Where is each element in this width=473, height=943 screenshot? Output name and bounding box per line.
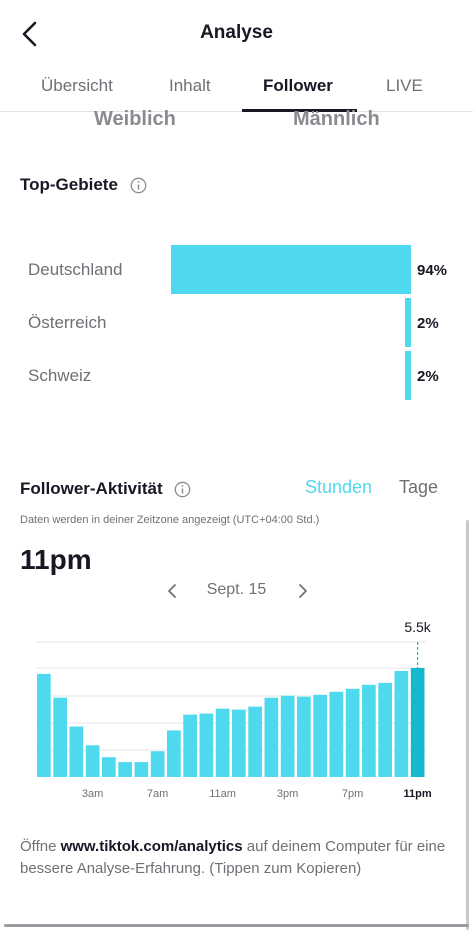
top-regions-title: Top-Gebiete xyxy=(20,175,118,194)
analytics-hint[interactable]: Öffne www.tiktok.com/analytics auf deine… xyxy=(20,836,450,880)
gender-female-label: Weiblich xyxy=(94,108,176,130)
info-icon[interactable] xyxy=(174,481,191,498)
toggle-days[interactable]: Tage xyxy=(399,477,439,497)
selected-time: 11pm xyxy=(20,544,92,575)
date-label: Sept. 15 xyxy=(206,581,267,598)
chevron-right-icon xyxy=(299,584,307,598)
timezone-note: Daten werden in deiner Zeitzone angezeig… xyxy=(20,514,320,526)
chevron-left-icon xyxy=(168,584,176,598)
page-title: Analyse xyxy=(200,22,273,43)
active-tab-indicator xyxy=(242,109,357,112)
x-tick-3am: 3am xyxy=(82,788,103,800)
activity-bar-1pm[interactable] xyxy=(248,706,262,777)
analytics-hint-suffix: auf deinem Computer für eine bessere Ana… xyxy=(20,838,446,877)
tab-overview[interactable]: Übersicht xyxy=(41,76,113,95)
chevron-left-icon xyxy=(22,21,37,47)
x-tick-11pm: 11pm xyxy=(404,788,432,800)
follower-activity-title: Follower-Aktivität xyxy=(20,479,163,498)
activity-bar-8pm[interactable] xyxy=(362,684,376,777)
activity-bar-7pm[interactable] xyxy=(345,688,360,777)
activity-bar-3pm[interactable] xyxy=(280,695,295,777)
activity-bar-6pm[interactable] xyxy=(329,691,344,777)
tab-content[interactable]: Inhalt xyxy=(169,76,211,95)
activity-bar-4pm[interactable] xyxy=(297,696,311,777)
analytics-hint-prefix: Öffne xyxy=(20,838,61,855)
activity-bar-1am[interactable] xyxy=(53,697,67,777)
region-pct-schweiz: 2% xyxy=(417,368,439,385)
region-bar-schweiz xyxy=(405,351,411,400)
activity-bar-2am[interactable] xyxy=(69,726,84,778)
tab-bar: Übersicht Inhalt Follower LIVE xyxy=(0,64,473,112)
follower-activity-chart: 5.5k 3am 7am 11am 3pm 7pm 11pm xyxy=(36,619,432,800)
info-icon[interactable] xyxy=(130,177,147,194)
tab-live[interactable]: LIVE xyxy=(386,76,423,95)
activity-bar-7am[interactable] xyxy=(150,751,165,777)
activity-bar-3am[interactable] xyxy=(85,745,100,777)
region-pct-deutschland: 94% xyxy=(417,262,448,279)
region-name-schweiz: Schweiz xyxy=(28,366,92,385)
activity-bar-10pm[interactable] xyxy=(394,671,409,777)
analytics-link[interactable]: www.tiktok.com/analytics xyxy=(60,838,243,855)
region-name-oesterreich: Österreich xyxy=(28,313,107,332)
activity-bar-5am[interactable] xyxy=(118,762,132,777)
x-tick-11am: 11am xyxy=(209,788,236,800)
region-pct-oesterreich: 2% xyxy=(417,315,439,332)
previous-date-button[interactable] xyxy=(161,580,183,602)
toggle-hours[interactable]: Stunden xyxy=(305,477,373,497)
back-button[interactable] xyxy=(14,18,46,50)
activity-bar-8am[interactable] xyxy=(167,730,181,777)
gender-labels: Weiblich Männlich xyxy=(0,108,473,132)
highlight-value-label: 5.5k xyxy=(404,619,431,635)
tab-follower[interactable]: Follower xyxy=(263,76,333,95)
activity-bar-11am[interactable] xyxy=(215,708,230,777)
activity-bar-12am[interactable] xyxy=(37,673,51,777)
activity-bar-5pm[interactable] xyxy=(313,694,327,777)
x-tick-7pm: 7pm xyxy=(342,788,363,800)
x-tick-7am: 7am xyxy=(147,788,168,800)
region-bar-oesterreich xyxy=(405,298,411,347)
activity-bar-4am[interactable] xyxy=(102,757,116,777)
home-indicator xyxy=(4,924,469,927)
date-navigator: Sept. 15 xyxy=(0,580,473,602)
activity-bar-2pm[interactable] xyxy=(264,697,279,777)
region-bar-deutschland xyxy=(171,245,411,294)
activity-bar-10am[interactable] xyxy=(199,713,214,777)
next-date-button[interactable] xyxy=(292,580,314,602)
scrollbar[interactable] xyxy=(466,520,469,930)
activity-bar-12pm[interactable] xyxy=(232,709,246,777)
region-name-deutschland: Deutschland xyxy=(28,260,123,279)
activity-bar-9am[interactable] xyxy=(183,714,197,777)
activity-bar-6am[interactable] xyxy=(134,762,149,777)
x-tick-3pm: 3pm xyxy=(277,788,298,800)
activity-bar-11pm[interactable] xyxy=(410,668,425,777)
activity-bar-9pm[interactable] xyxy=(378,682,392,777)
gender-male-label: Männlich xyxy=(293,108,380,130)
